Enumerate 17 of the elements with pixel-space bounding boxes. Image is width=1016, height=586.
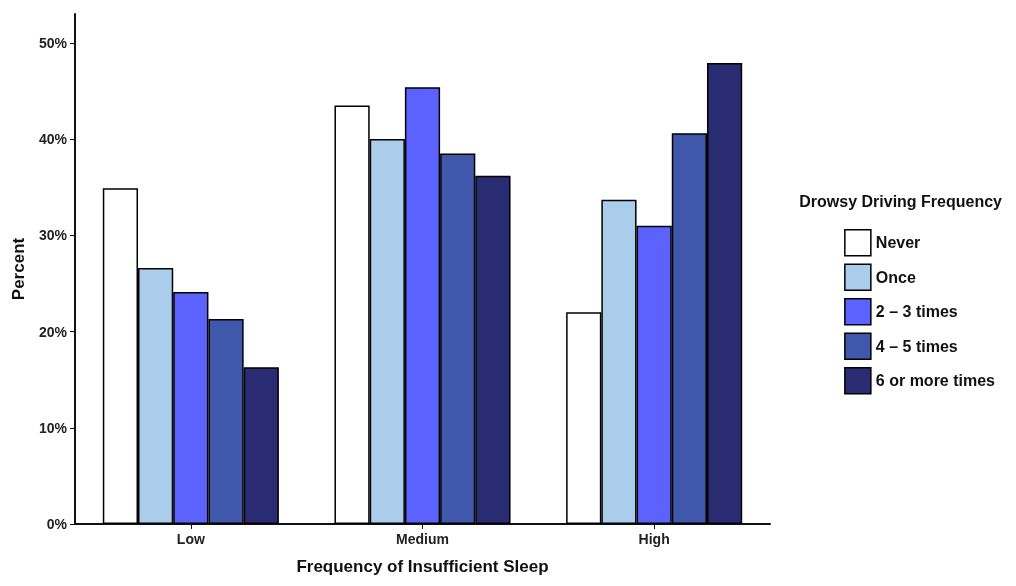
legend-label: Once: [875, 268, 916, 286]
y-tick-label: 50%: [38, 34, 68, 51]
legend-label: Never: [875, 234, 921, 252]
legend-label: 6 or more times: [875, 372, 996, 390]
x-axis-title: Frequency of Insufficient Sleep: [296, 557, 549, 576]
x-tick-label: Medium: [396, 531, 449, 547]
legend-label: 4 – 5 times: [875, 337, 958, 355]
y-tick-label: 20%: [38, 323, 68, 340]
legend-title: Drowsy Driving Frequency: [799, 192, 1003, 210]
y-tick-label: 0%: [46, 516, 68, 532]
x-tick-label: Low: [176, 531, 205, 547]
y-tick-label: 10%: [38, 419, 68, 436]
y-tick-label: 30%: [38, 227, 68, 244]
x-tick-label: High: [638, 531, 670, 547]
y-axis-title: Percent: [9, 237, 28, 301]
y-tick-label: 40%: [38, 131, 68, 148]
legend-label: 2 – 3 times: [875, 303, 958, 321]
